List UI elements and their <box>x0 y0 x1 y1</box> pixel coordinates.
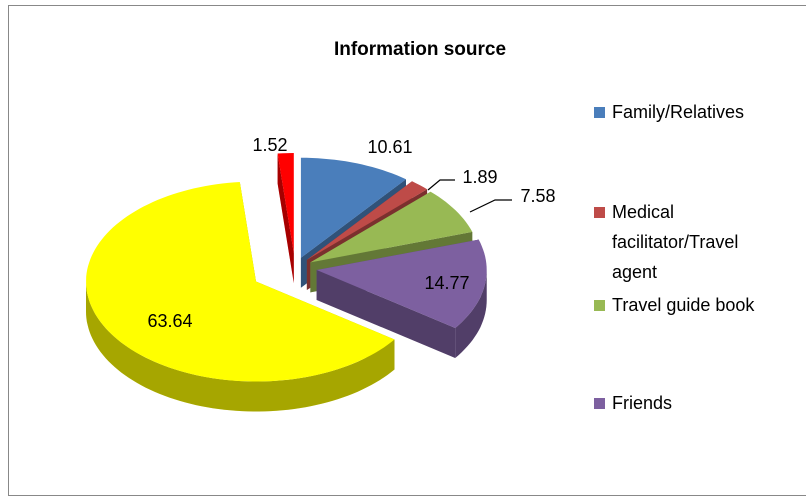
legend-item: Family/Relatives <box>592 97 772 127</box>
pie-tops <box>86 153 487 382</box>
legend-swatch <box>594 300 605 311</box>
chart-title: Information source <box>334 39 506 60</box>
pie-side-shade <box>316 270 456 358</box>
pie-slice <box>277 153 294 253</box>
pie-side <box>316 270 456 358</box>
leader-line <box>427 179 455 191</box>
legend-item: Friends <box>592 388 772 418</box>
pie-side-shade <box>277 153 294 283</box>
legend-item: Medical facilitator/Travel agent <box>592 197 772 287</box>
pie-side <box>455 270 487 358</box>
legend-item: Travel guide book <box>592 290 772 320</box>
data-label: 1.89 <box>462 167 497 187</box>
legend-label: Travel guide book <box>612 295 755 315</box>
data-label: 63.64 <box>147 311 192 331</box>
pie-side-shade <box>455 270 487 358</box>
data-label: 1.52 <box>252 135 287 155</box>
pie-slice <box>86 182 395 382</box>
pie-side <box>277 153 294 283</box>
legend-label: Friends <box>612 393 673 413</box>
pie-slice <box>310 191 473 263</box>
pie-slice <box>316 239 487 328</box>
legend-swatch <box>594 207 605 218</box>
pie-side <box>86 281 395 412</box>
legend-swatch <box>594 398 605 409</box>
legend-label: Medical facilitator/Travel agent <box>612 202 739 282</box>
legend-swatch <box>594 107 605 118</box>
data-labels: 10.61 1.89 7.58 14.77 63.64 1.52 <box>147 135 555 331</box>
data-label: 10.61 <box>367 137 412 157</box>
pie-slice <box>300 157 406 258</box>
legend-label: Family/Relatives <box>612 102 745 122</box>
data-label: 14.77 <box>424 273 469 293</box>
leader-line <box>469 199 512 213</box>
data-label: 7.58 <box>520 186 555 206</box>
pie-side-shade <box>86 281 395 412</box>
pie-slice <box>306 181 428 260</box>
